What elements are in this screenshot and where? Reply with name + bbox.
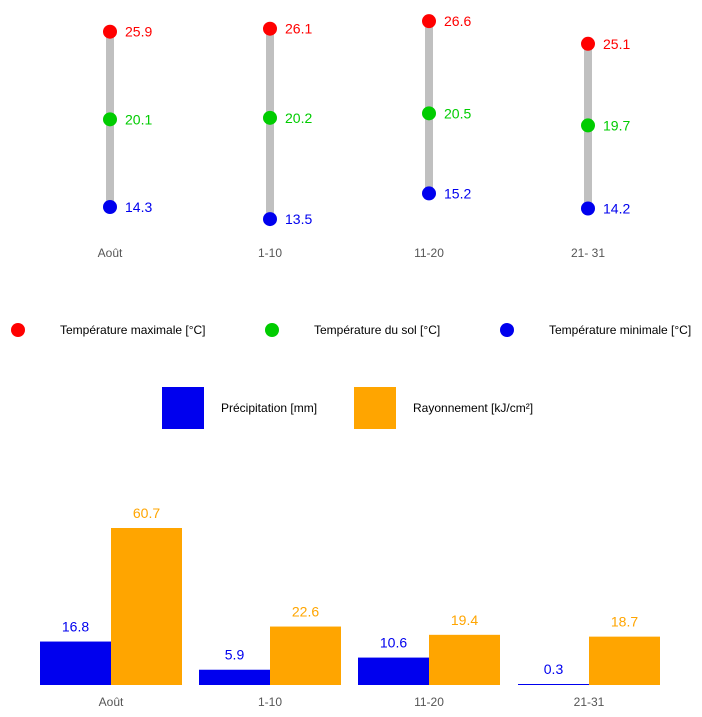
legend-radiation-swatch	[354, 387, 396, 429]
temp-max-point	[422, 14, 436, 29]
temp-min-point	[422, 186, 436, 201]
legend-radiation-label: Rayonnement [kJ/cm²]	[413, 401, 533, 415]
x-tick-label: 21-31	[574, 695, 605, 709]
radiation-value-label: 18.7	[611, 614, 638, 630]
precip-value-label: 0.3	[544, 661, 564, 677]
x-tick-label: 1-10	[258, 695, 282, 709]
precip-radiation-chart: 16.8 60.7 Août 5.9 22.6 1-10 10.6 19.4 11-20 0.3 1…	[40, 505, 660, 709]
temp-min-label: 14.2	[603, 201, 630, 217]
temp-max-label: 26.6	[444, 13, 471, 29]
radiation-value-label: 22.6	[292, 604, 319, 620]
legend-precip-label: Précipitation [mm]	[221, 401, 317, 415]
temp-max-point	[103, 24, 117, 39]
legend-min-label: Température minimale [°C]	[549, 323, 691, 337]
x-tick-label: 11-20	[414, 246, 444, 260]
temp-soil-label: 20.1	[125, 111, 152, 127]
temp-max-label: 26.1	[285, 21, 312, 37]
radiation-bar	[111, 528, 182, 685]
precip-value-label: 5.9	[225, 647, 245, 663]
temp-min-label: 15.2	[444, 185, 471, 201]
temp-min-point	[103, 200, 117, 214]
temp-min-point	[263, 212, 277, 227]
precip-bar	[199, 669, 270, 685]
legend-min-marker	[500, 323, 514, 337]
temp-soil-label: 19.7	[603, 117, 630, 133]
precip-value-label: 16.8	[62, 619, 89, 635]
legend-max-label: Température maximale [°C]	[60, 323, 206, 337]
precip-bar	[40, 641, 111, 685]
temp-soil-label: 20.2	[285, 110, 312, 126]
legend-max-marker	[11, 323, 25, 337]
temp-soil-point	[581, 118, 595, 133]
radiation-bar	[589, 636, 660, 685]
temperature-legend: Température maximale [°C] Température du …	[11, 323, 691, 337]
radiation-value-label: 19.4	[451, 612, 478, 628]
temp-min-label: 13.5	[285, 211, 312, 227]
precip-value-label: 10.6	[380, 635, 407, 651]
radiation-bar	[270, 626, 341, 685]
temp-min-label: 14.3	[125, 199, 152, 215]
x-tick-label: Août	[99, 695, 124, 709]
x-tick-label: 11-20	[414, 695, 444, 709]
temp-max-point	[263, 21, 277, 36]
temp-soil-point	[263, 110, 277, 125]
legend-soil-label: Température du sol [°C]	[314, 323, 440, 337]
legend-precip-swatch	[162, 387, 204, 429]
precip-bar	[518, 684, 589, 685]
temp-min-point	[581, 201, 595, 216]
x-tick-label: 1-10	[258, 246, 282, 260]
radiation-bar	[429, 634, 500, 685]
temperature-chart: 25.9 20.1 14.3 Août 26.1 20.2 13.5 1-10 26.6 20.5…	[98, 13, 631, 260]
precip-bar	[358, 657, 429, 685]
temp-max-point	[581, 36, 595, 51]
temp-max-label: 25.9	[125, 24, 152, 40]
x-tick-label: Août	[98, 246, 123, 260]
temp-soil-label: 20.5	[444, 105, 471, 121]
radiation-value-label: 60.7	[133, 505, 160, 521]
x-tick-label: 21- 31	[571, 246, 605, 260]
temp-soil-point	[422, 106, 436, 121]
legend-soil-marker	[265, 323, 279, 337]
temp-soil-point	[103, 112, 117, 127]
bar-chart-legend: Précipitation [mm] Rayonnement [kJ/cm²]	[162, 387, 533, 429]
temp-max-label: 25.1	[603, 36, 630, 52]
